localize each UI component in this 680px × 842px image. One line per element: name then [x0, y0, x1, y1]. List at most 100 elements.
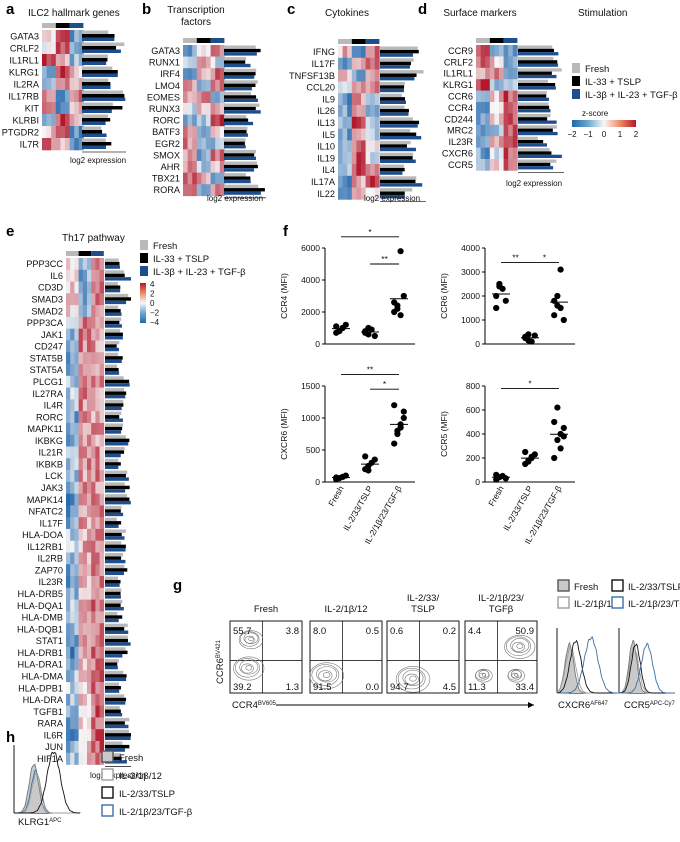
expression-bar [105, 709, 121, 713]
heat-cell [365, 164, 371, 177]
heat-cell [82, 328, 88, 341]
legend-e-fresh-swatch [140, 240, 148, 250]
heat-cell [489, 159, 495, 171]
contour [235, 658, 260, 678]
heat-cell [480, 90, 486, 103]
gene-label: CCR6 [448, 91, 473, 101]
gene-label: EOMES [147, 92, 180, 102]
heat-cell [476, 56, 481, 69]
data-point [557, 304, 564, 312]
heat-cell [356, 140, 362, 153]
expression-bar [105, 285, 121, 289]
quadrant-ul: 4.4 [468, 626, 481, 637]
heat-cell [91, 517, 96, 530]
gene-label: CCR5 [448, 160, 473, 170]
heat-cell [485, 79, 491, 91]
heat-cell [95, 693, 100, 706]
gene-label: IL7R [20, 139, 40, 149]
heat-cell [499, 113, 504, 126]
data-point [371, 456, 378, 463]
expression-bar [105, 399, 124, 404]
panel-a-xlabel: log2 expression [70, 156, 126, 165]
expression-bar [224, 184, 259, 189]
heat-cell [78, 752, 84, 765]
header-fresh [338, 39, 352, 44]
heat-cell [60, 90, 66, 103]
expression-bar [105, 512, 124, 517]
expression-bar [518, 166, 554, 170]
heat-cell [87, 517, 92, 530]
heat-cell [87, 540, 92, 553]
heat-cell [196, 45, 202, 57]
heat-cell [219, 56, 225, 69]
expression-bar [518, 97, 549, 101]
heat-cell [356, 81, 362, 94]
heat-cell [99, 269, 105, 282]
heat-cell [503, 79, 509, 91]
legend-e-fresh: Fresh [153, 241, 177, 252]
gene-label: CCR4 [448, 103, 473, 113]
heat-cell [370, 152, 376, 165]
heat-cell [46, 102, 52, 115]
heat-cell [91, 328, 96, 341]
heat-cell [42, 30, 47, 43]
heat-cell [70, 528, 75, 542]
heat-cell [210, 149, 216, 162]
heat-cell [99, 293, 105, 306]
heat-cell [95, 646, 100, 659]
flow-plot-0: 55.7 3.8 39.2 1.3 Fresh [229, 604, 303, 694]
heat-cell [95, 422, 100, 435]
heat-cell [42, 114, 47, 127]
expression-bar [380, 93, 402, 98]
expression-bar [105, 293, 129, 298]
heat-cell [91, 670, 96, 683]
heat-cell [87, 587, 92, 600]
heat-cell [78, 352, 84, 365]
heat-cell [74, 729, 79, 742]
heat-cell [192, 45, 198, 57]
heat-cell [91, 269, 96, 282]
contour [397, 667, 426, 690]
flow-y-label: CCR6BV421 [215, 639, 226, 684]
heat-cell [91, 599, 96, 612]
expression-bar [82, 54, 108, 58]
heat-cell [95, 705, 100, 718]
quadrant-ll: 91.5 [313, 682, 332, 693]
heat-cell [99, 505, 105, 518]
expression-bar [105, 312, 122, 316]
heat-cell [356, 57, 362, 70]
heat-cell [78, 540, 84, 553]
heat-cell [476, 136, 481, 148]
heat-cell [87, 328, 92, 341]
heat-cell [485, 67, 491, 80]
y-tick-label: 3000 [461, 267, 480, 277]
expression-bar [105, 489, 126, 493]
expression-bar [82, 66, 113, 70]
panel-g-letter: g [173, 577, 182, 594]
heat-cell [91, 258, 96, 271]
expression-bar [105, 712, 123, 717]
expression-bar [82, 126, 102, 130]
heat-cell [370, 187, 376, 200]
expression-bar [105, 600, 123, 604]
heat-cell [87, 446, 92, 459]
gene-label: HLA-DQB1 [17, 624, 63, 634]
heat-cell [196, 68, 202, 81]
heat-cell [91, 470, 96, 483]
heat-cell [476, 124, 481, 137]
heat-cell [78, 658, 84, 671]
expression-bar [518, 91, 547, 95]
heat-cell [219, 79, 225, 92]
heat-cell [74, 752, 79, 765]
heat-cell [78, 138, 84, 151]
heat-cell [503, 136, 509, 148]
heat-cell [183, 172, 188, 185]
gene-label: PLCG1 [33, 377, 63, 387]
gene-label: RORC [153, 116, 180, 126]
gene-label: ZAP70 [35, 565, 63, 575]
heat-cell [347, 57, 353, 70]
heat-cell [192, 114, 198, 127]
expression-bar [105, 324, 122, 328]
